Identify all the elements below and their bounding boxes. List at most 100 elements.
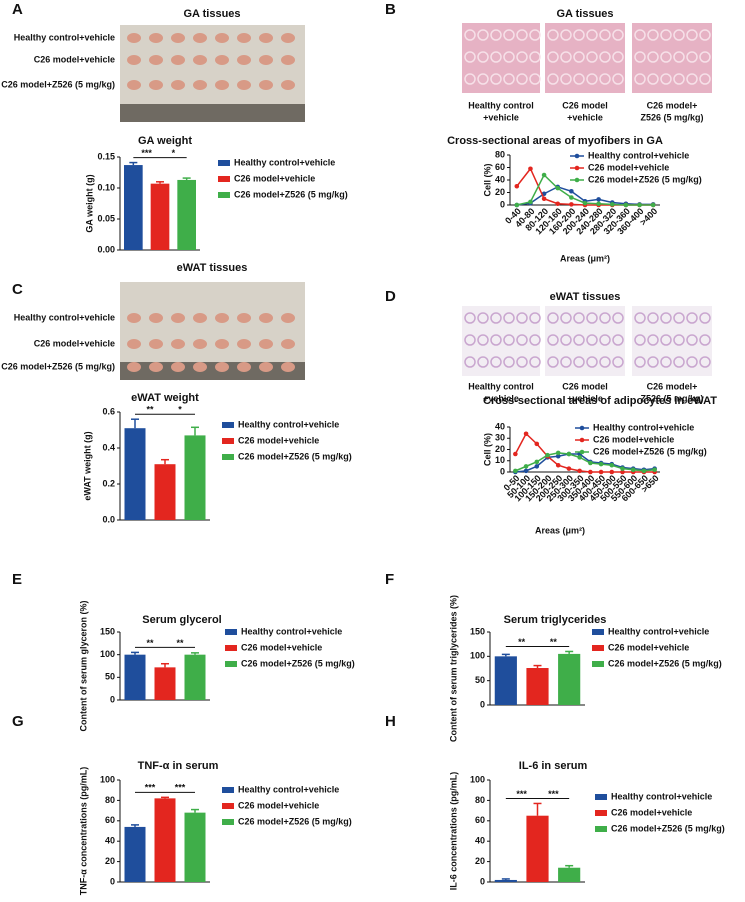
cell — [516, 312, 528, 324]
cell — [477, 73, 489, 85]
image-caption: C26 model — [562, 381, 608, 391]
y-tick-label: 40 — [495, 174, 505, 184]
y-axis-label: eWAT weight (g) — [82, 431, 92, 500]
cell — [547, 356, 559, 368]
y-axis-label: Cell (%) — [482, 433, 492, 466]
cell — [660, 29, 672, 41]
tissue — [259, 362, 273, 372]
point — [555, 453, 561, 459]
point — [637, 202, 642, 208]
point — [620, 469, 625, 475]
cell — [529, 312, 541, 324]
point — [541, 172, 547, 178]
cell — [673, 312, 685, 324]
chart-title: Cross-sectional areas of adipocytes in e… — [483, 395, 717, 407]
tissue — [149, 362, 163, 372]
y-tick-label: 0 — [500, 466, 505, 476]
tissue — [149, 80, 163, 90]
cell — [660, 334, 672, 346]
bar — [124, 826, 146, 882]
point — [534, 441, 540, 447]
tissue — [237, 80, 251, 90]
significance-label: * — [172, 148, 176, 158]
point — [630, 467, 636, 473]
point — [569, 195, 574, 200]
cell — [490, 312, 502, 324]
y-tick-label: 20 — [495, 444, 505, 454]
chart-title: Cross-sectional areas of myofibers in GA — [447, 135, 663, 147]
image-caption: C26 model+ — [647, 381, 698, 391]
tissue — [281, 80, 295, 90]
significance-label: *** — [548, 789, 559, 799]
cell — [634, 312, 646, 324]
cell — [477, 29, 489, 41]
legend-label: C26 model+vehicle — [234, 173, 315, 183]
point — [577, 455, 582, 460]
legend-label: C26 model+Z526 (5 mg/kg) — [238, 451, 352, 461]
legend-swatch — [592, 661, 604, 667]
legend-swatch — [222, 438, 234, 444]
cell — [612, 51, 624, 63]
tissue — [171, 339, 185, 349]
legend-swatch — [592, 645, 604, 651]
image-title: GA tissues — [556, 8, 613, 20]
cell — [673, 29, 685, 41]
cell — [490, 73, 502, 85]
cell — [464, 29, 476, 41]
significance-label: ** — [176, 638, 184, 648]
legend-label: C26 model+vehicle — [588, 162, 669, 172]
legend-swatch — [222, 422, 234, 428]
legend-swatch — [225, 645, 237, 651]
point — [566, 466, 572, 471]
cell — [612, 29, 624, 41]
point — [620, 466, 625, 471]
legend-marker — [574, 177, 580, 183]
legend-label: C26 model+vehicle — [608, 642, 689, 652]
cell — [503, 356, 515, 368]
point — [650, 202, 656, 208]
cell — [686, 312, 698, 324]
row-label: C26 model+Z526 (5 mg/kg) — [1, 361, 115, 371]
legend-marker — [574, 153, 580, 159]
legend-label: C26 model+Z526 (5 mg/kg) — [238, 816, 352, 826]
image-caption: +vehicle — [483, 112, 519, 122]
y-tick-label: 0.0 — [102, 514, 115, 524]
y-tick-label: 0 — [110, 694, 115, 704]
cell — [647, 51, 659, 63]
legend-label: C26 model+Z526 (5 mg/kg) — [234, 189, 348, 199]
cell — [516, 356, 528, 368]
legend-label: Healthy control+vehicle — [611, 791, 712, 801]
y-tick-label: 30 — [495, 433, 505, 443]
legend-swatch — [225, 629, 237, 635]
legend-label: C26 model+vehicle — [593, 434, 674, 444]
y-tick-label: 150 — [100, 626, 115, 636]
cell — [560, 334, 572, 346]
y-tick-label: 0.6 — [102, 406, 115, 416]
y-axis-label: Content of serum glyceron (%) — [78, 600, 88, 731]
chart-title: eWAT weight — [131, 392, 199, 404]
y-tick-label: 0.15 — [97, 151, 115, 161]
y-tick-label: 40 — [495, 421, 505, 431]
cell — [634, 29, 646, 41]
significance-label: ** — [146, 638, 154, 648]
row-label: C26 model+vehicle — [34, 338, 115, 348]
tissue — [215, 313, 229, 323]
tissue — [259, 55, 273, 65]
image-title: eWAT tissues — [177, 262, 248, 274]
bar — [124, 654, 146, 700]
cell — [573, 29, 585, 41]
legend-swatch — [222, 819, 234, 825]
panel-letter: F — [385, 571, 394, 588]
cell — [490, 334, 502, 346]
y-axis-label: GA weight (g) — [84, 174, 94, 232]
significance-label: ** — [518, 637, 526, 647]
point — [582, 200, 588, 206]
y-tick-label: 0 — [500, 199, 505, 209]
bar — [558, 653, 581, 705]
cell — [647, 312, 659, 324]
tissue — [127, 33, 141, 43]
image-caption: Healthy control — [468, 100, 534, 110]
cell — [612, 334, 624, 346]
point — [641, 468, 647, 474]
cell — [647, 356, 659, 368]
